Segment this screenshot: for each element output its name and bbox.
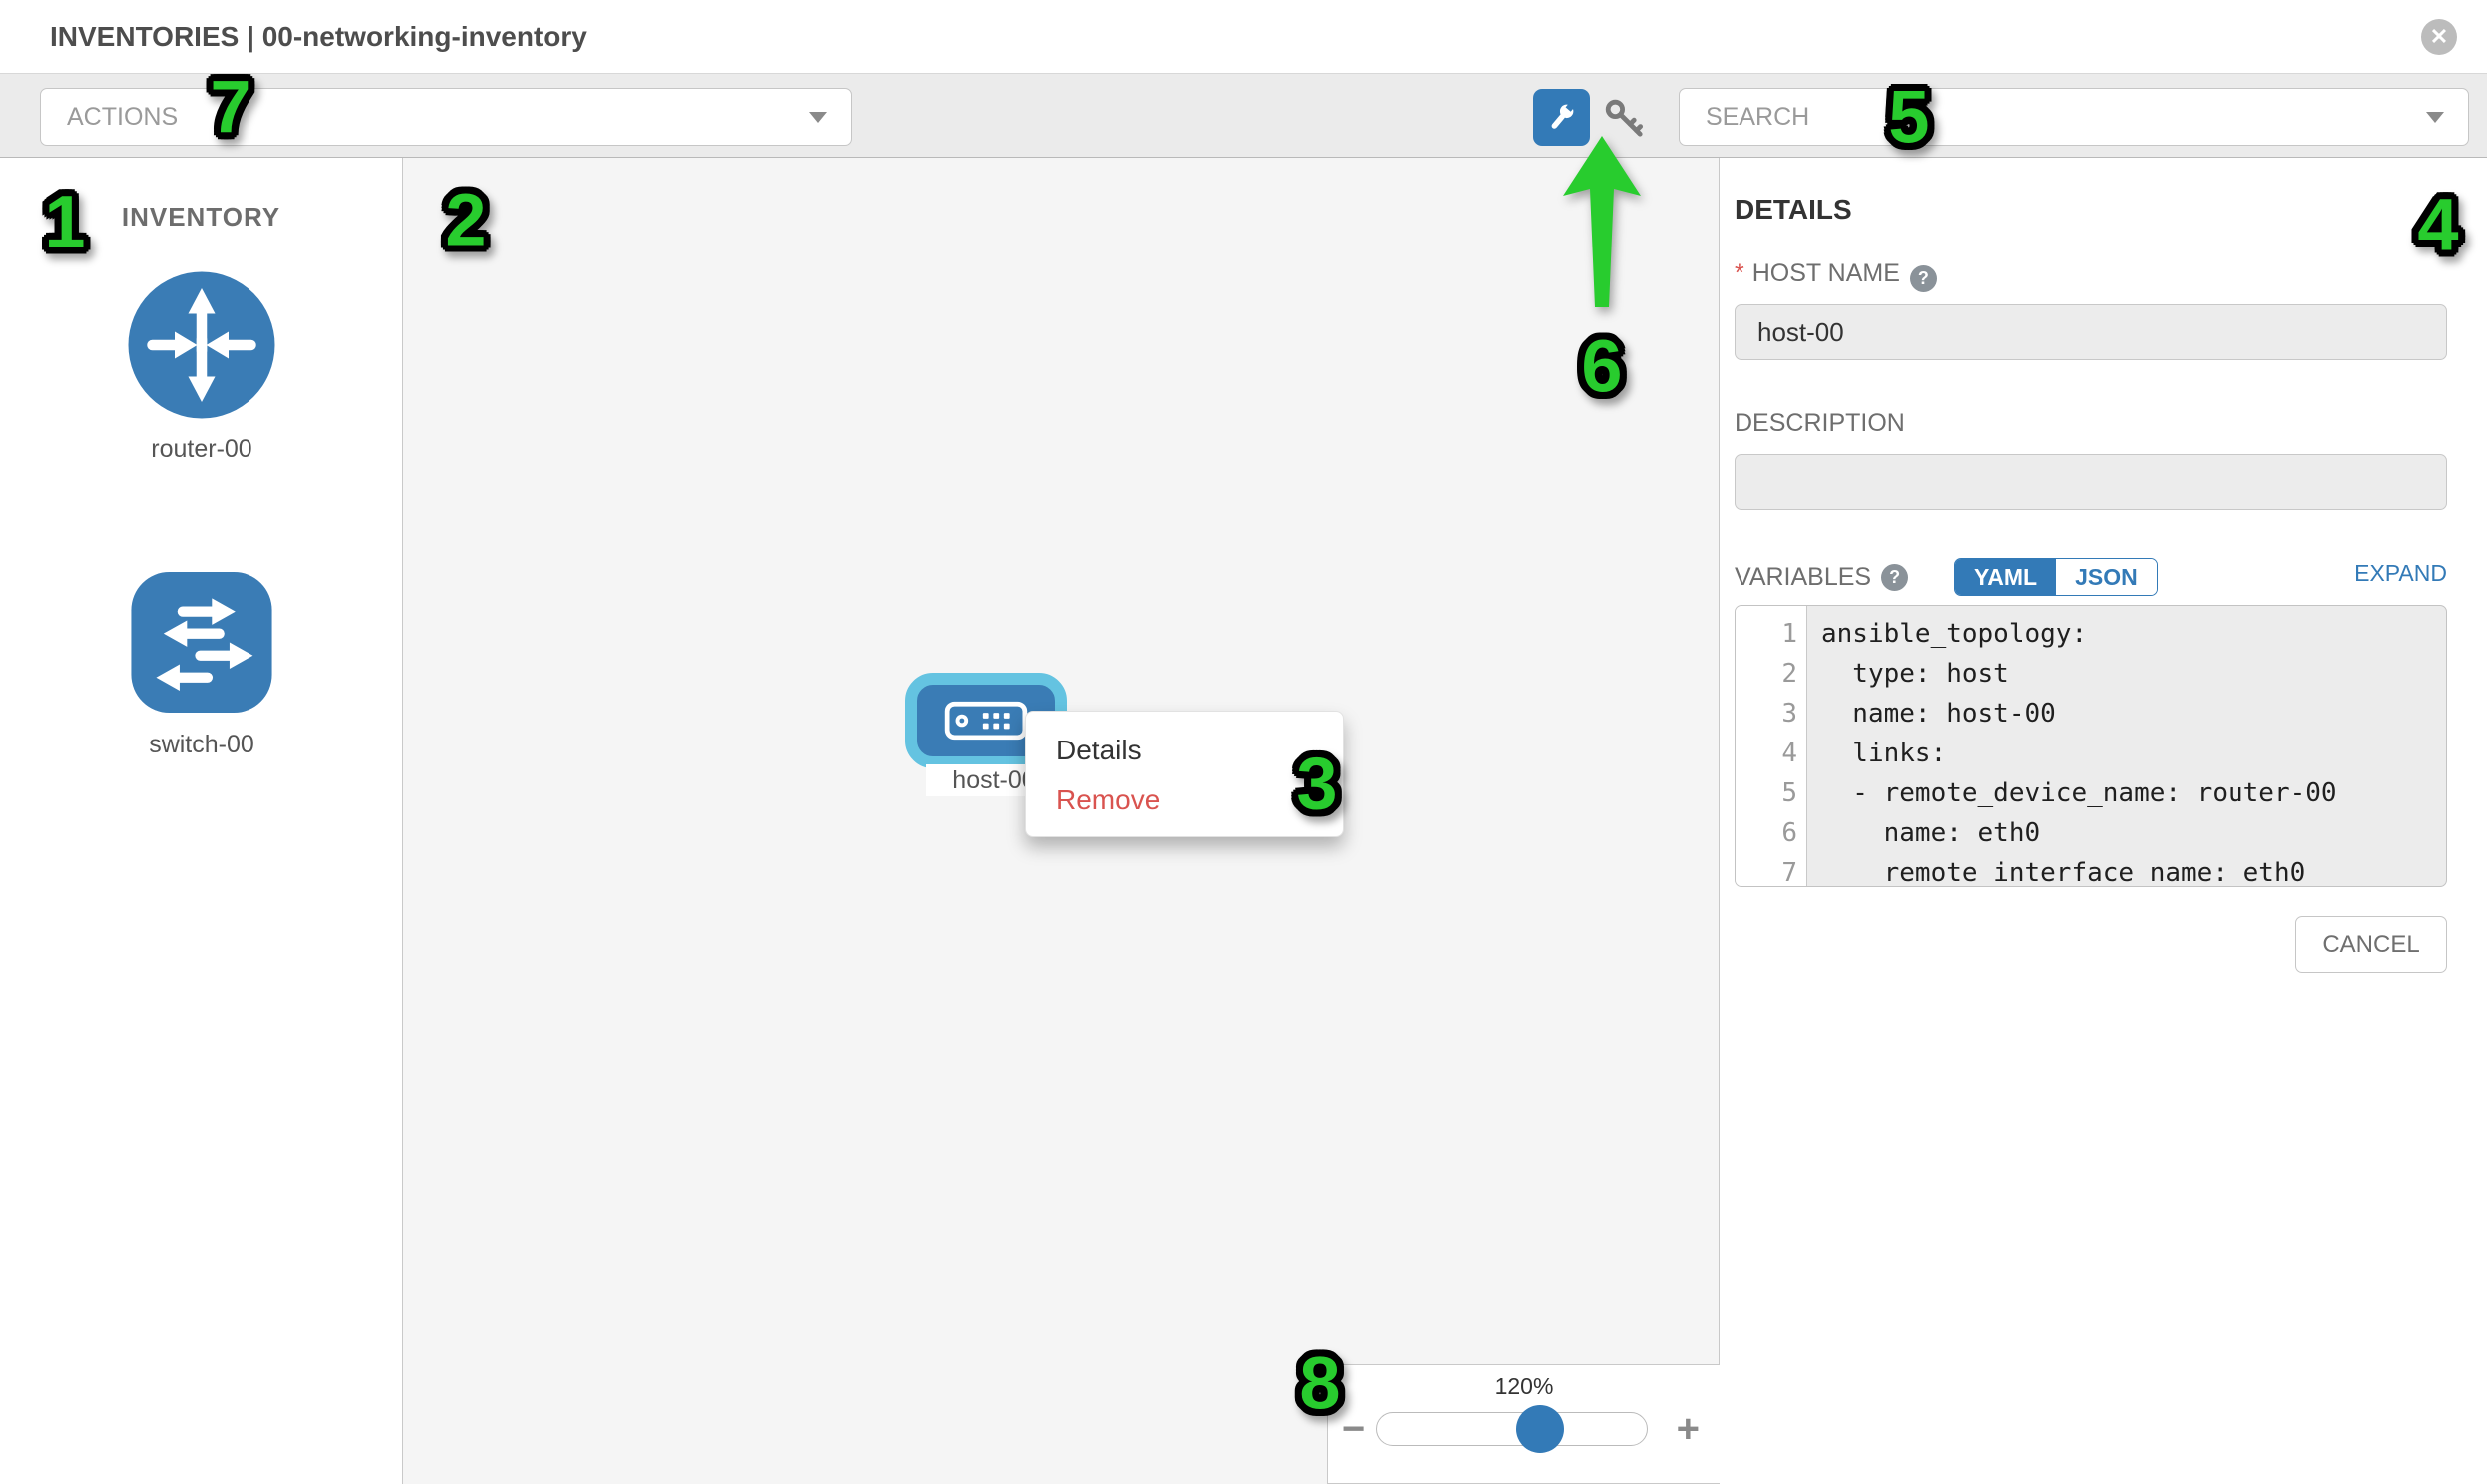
annotation-number-4: 4 — [2417, 183, 2459, 266]
help-icon[interactable]: ? — [1909, 265, 1937, 292]
zoom-out-button[interactable]: − — [1342, 1407, 1366, 1451]
context-menu-item-remove[interactable]: Remove — [1056, 784, 1161, 815]
variables-label: VARIABLES — [1735, 563, 1872, 591]
zoom-in-button[interactable]: + — [1676, 1407, 1700, 1451]
variables-header-row: VARIABLES ? YAML JSON EXPAND — [1735, 558, 2447, 598]
annotation-number-5: 5 — [1888, 75, 1930, 159]
node-context-menu: Details Remove — [1025, 711, 1344, 837]
annotation-number-7: 7 — [210, 65, 251, 149]
required-asterisk: * — [1735, 259, 1744, 287]
editor-line-number-gutter — [1736, 606, 1807, 886]
palette-item-label: router-00 — [151, 435, 252, 463]
annotation-arrow-up-icon — [1555, 136, 1649, 316]
host-name-input[interactable] — [1735, 304, 2447, 360]
chevron-down-icon — [2426, 112, 2444, 123]
toolbar: ACTIONS SEAR — [0, 73, 2487, 158]
palette-item-router[interactable]: router-00 — [0, 270, 403, 464]
zoom-slider-handle[interactable] — [1516, 1405, 1564, 1453]
details-panel-title: DETAILS — [1735, 194, 1852, 225]
chevron-down-icon — [809, 112, 827, 123]
page-header: INVENTORIES | 00-networking-inventory ✕ — [0, 0, 2487, 73]
zoom-level-value: 120% — [1494, 1373, 1554, 1399]
code-line: 7 remote_interface_name: eth0 — [1781, 858, 2306, 887]
description-input[interactable] — [1735, 454, 2447, 510]
switch-icon — [127, 571, 276, 720]
inventory-palette-title: INVENTORY — [121, 202, 281, 232]
page-title: INVENTORIES | 00-networking-inventory — [50, 21, 587, 52]
description-label: DESCRIPTION — [1735, 409, 1905, 437]
search-dropdown-label: SEARCH — [1706, 103, 1810, 131]
variables-code-editor[interactable]: 1 ansible_topology: 2 type: host 3 name: … — [1735, 605, 2447, 887]
code-line: 5 - remote_device_name: router-00 — [1781, 778, 2337, 808]
annotation-number-8: 8 — [1299, 1341, 1341, 1425]
cancel-button[interactable]: CANCEL — [2295, 916, 2447, 973]
inventory-palette: INVENTORY — [0, 158, 403, 1484]
variables-format-toggle: YAML JSON — [1954, 558, 2158, 596]
topology-canvas[interactable]: host-00 Details Remove 120% − + — [403, 158, 1720, 1484]
host-name-label-row: * HOST NAME? — [1735, 259, 1937, 292]
palette-item-label: switch-00 — [149, 731, 254, 758]
search-dropdown[interactable]: SEARCH — [1679, 88, 2469, 146]
key-icon — [1601, 99, 1649, 147]
host-name-label: HOST NAME — [1751, 259, 1900, 287]
context-menu-item-details[interactable]: Details — [1056, 735, 1142, 765]
code-line: 6 name: eth0 — [1781, 818, 2041, 848]
details-panel: DETAILS *HOST NAME? DESCRIPTION VARIABLE… — [1720, 158, 2487, 1484]
configure-tools-button[interactable] — [1533, 89, 1590, 146]
palette-item-switch[interactable]: switch-00 — [0, 569, 403, 759]
annotation-number-2: 2 — [445, 178, 487, 261]
json-toggle-button[interactable]: JSON — [2056, 559, 2157, 595]
code-line: 3 name: host-00 — [1781, 699, 2056, 729]
close-icon[interactable]: ✕ — [2421, 19, 2457, 55]
actions-dropdown[interactable]: ACTIONS — [40, 88, 852, 146]
router-icon — [127, 271, 276, 424]
help-icon[interactable]: ? — [1881, 564, 1909, 591]
annotation-number-1: 1 — [44, 180, 86, 263]
code-line: 2 type: host — [1781, 659, 2009, 689]
main-area: INVENTORY — [0, 158, 2487, 1484]
key-credential-button[interactable] — [1601, 95, 1649, 143]
yaml-toggle-button[interactable]: YAML — [1955, 559, 2057, 595]
editor-code-lines: 1 ansible_topology: 2 type: host 3 name: … — [1736, 614, 2446, 887]
expand-link[interactable]: EXPAND — [2354, 560, 2447, 586]
code-line: 1 ansible_topology: — [1781, 619, 2088, 649]
zoom-control: 120% − + — [1327, 1364, 1720, 1484]
actions-dropdown-label: ACTIONS — [67, 103, 179, 131]
code-line: 4 links: — [1781, 739, 1947, 768]
annotation-number-3: 3 — [1296, 742, 1338, 825]
zoom-slider[interactable] — [1376, 1405, 1648, 1453]
annotation-number-6: 6 — [1581, 324, 1623, 408]
